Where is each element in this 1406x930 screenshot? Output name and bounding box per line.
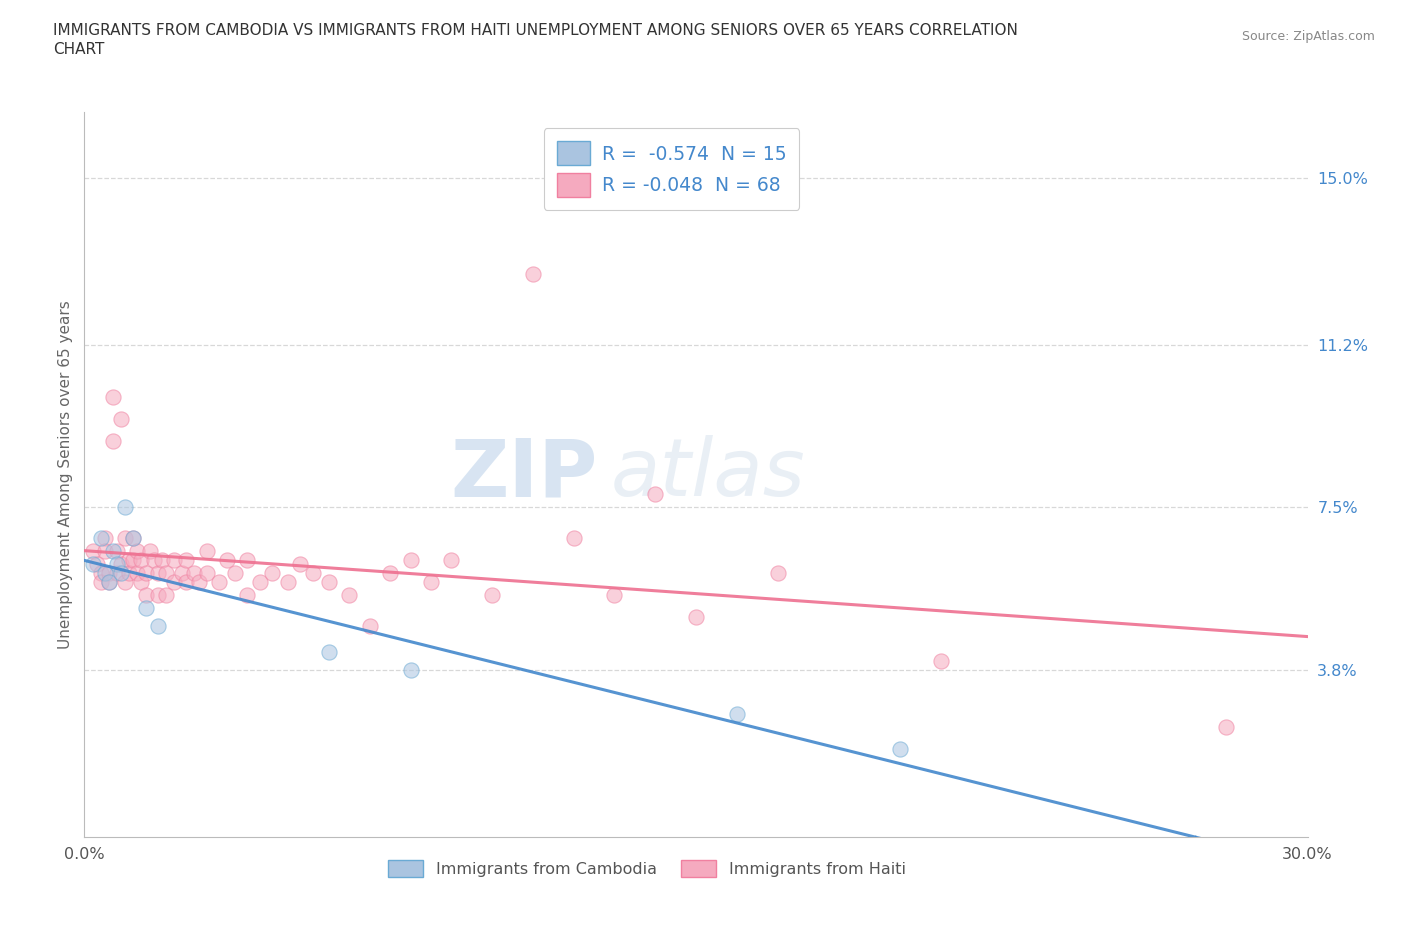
- Point: [97, 565, 120, 580]
- Point: [101, 434, 124, 449]
- Point: [318, 575, 340, 590]
- Point: [110, 565, 132, 580]
- Point: [174, 575, 197, 590]
- Point: [725, 707, 748, 722]
- Point: [90, 565, 112, 580]
- Point: [105, 544, 128, 559]
- Point: [110, 412, 132, 427]
- Point: [93, 544, 115, 559]
- Point: [127, 565, 149, 580]
- Point: [339, 588, 361, 603]
- Point: [93, 531, 115, 546]
- Point: [236, 552, 259, 567]
- Point: [301, 565, 323, 580]
- Point: [86, 557, 108, 572]
- Point: [150, 552, 173, 567]
- Point: [122, 552, 145, 567]
- Point: [889, 741, 911, 756]
- Point: [131, 575, 153, 590]
- Legend: Immigrants from Cambodia, Immigrants from Haiti: Immigrants from Cambodia, Immigrants fro…: [382, 854, 912, 883]
- Point: [155, 565, 177, 580]
- Point: [105, 565, 128, 580]
- Point: [146, 588, 169, 603]
- Text: Source: ZipAtlas.com: Source: ZipAtlas.com: [1241, 30, 1375, 43]
- Point: [174, 552, 197, 567]
- Point: [163, 552, 186, 567]
- Point: [172, 565, 194, 580]
- Point: [146, 618, 169, 633]
- Point: [603, 588, 626, 603]
- Point: [685, 610, 707, 625]
- Point: [146, 565, 169, 580]
- Text: IMMIGRANTS FROM CAMBODIA VS IMMIGRANTS FROM HAITI UNEMPLOYMENT AMONG SENIORS OVE: IMMIGRANTS FROM CAMBODIA VS IMMIGRANTS F…: [53, 23, 1018, 38]
- Point: [562, 531, 585, 546]
- Point: [217, 552, 239, 567]
- Point: [236, 588, 259, 603]
- Point: [82, 544, 104, 559]
- Point: [155, 588, 177, 603]
- Point: [135, 588, 157, 603]
- Point: [97, 575, 120, 590]
- Point: [118, 552, 141, 567]
- Point: [208, 575, 231, 590]
- Point: [183, 565, 205, 580]
- Point: [522, 267, 544, 282]
- Point: [163, 575, 186, 590]
- Point: [399, 662, 422, 677]
- Point: [82, 557, 104, 572]
- Point: [399, 552, 422, 567]
- Point: [187, 575, 209, 590]
- Point: [127, 544, 149, 559]
- Point: [114, 531, 136, 546]
- Point: [90, 575, 112, 590]
- Point: [101, 390, 124, 405]
- Point: [224, 565, 246, 580]
- Point: [318, 644, 340, 659]
- Point: [249, 575, 271, 590]
- Point: [142, 552, 165, 567]
- Point: [131, 552, 153, 567]
- Point: [122, 531, 145, 546]
- Point: [110, 557, 132, 572]
- Point: [105, 557, 128, 572]
- Point: [929, 654, 952, 669]
- Point: [481, 588, 503, 603]
- Text: ZIP: ZIP: [451, 435, 598, 513]
- Point: [1215, 720, 1237, 735]
- Point: [260, 565, 283, 580]
- Point: [122, 531, 145, 546]
- Point: [114, 575, 136, 590]
- Point: [138, 544, 160, 559]
- Point: [195, 565, 218, 580]
- Point: [766, 565, 789, 580]
- Point: [135, 565, 157, 580]
- Point: [93, 565, 115, 580]
- Point: [277, 575, 299, 590]
- Text: CHART: CHART: [53, 42, 105, 57]
- Point: [101, 544, 124, 559]
- Point: [195, 544, 218, 559]
- Point: [118, 565, 141, 580]
- Y-axis label: Unemployment Among Seniors over 65 years: Unemployment Among Seniors over 65 years: [58, 300, 73, 649]
- Point: [97, 575, 120, 590]
- Point: [440, 552, 463, 567]
- Point: [90, 531, 112, 546]
- Text: atlas: atlas: [610, 435, 806, 513]
- Point: [135, 601, 157, 616]
- Point: [359, 618, 381, 633]
- Point: [420, 575, 443, 590]
- Point: [290, 557, 312, 572]
- Point: [380, 565, 402, 580]
- Point: [114, 499, 136, 514]
- Point: [644, 486, 666, 501]
